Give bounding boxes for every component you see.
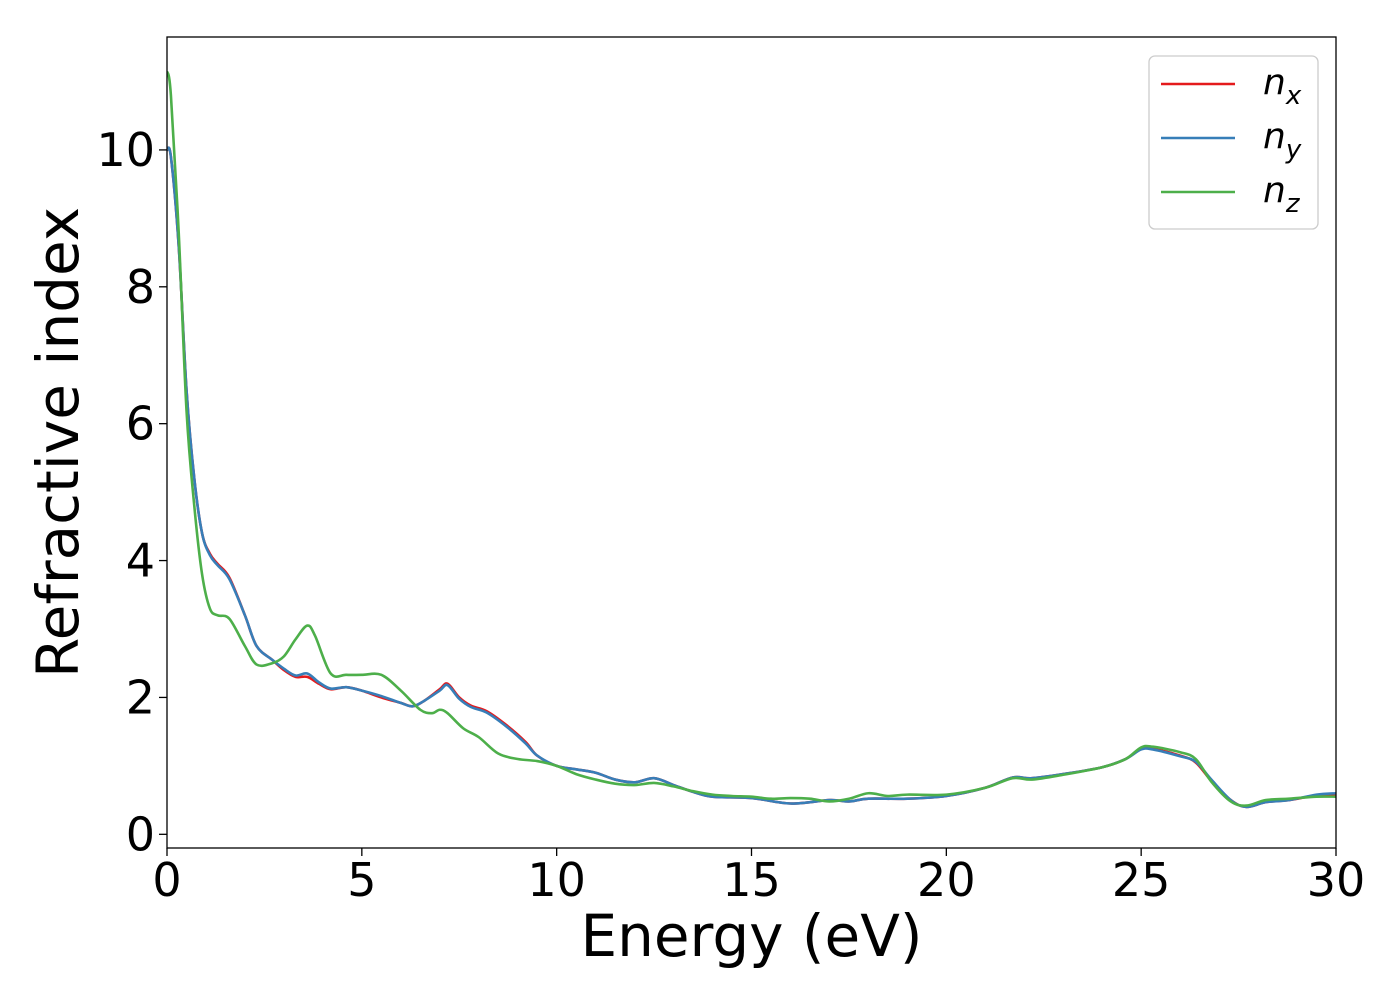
y-axis-label: Refractive index	[24, 207, 92, 678]
legend: nx ny nz	[1148, 55, 1319, 230]
y-tick-label: 0	[126, 807, 155, 861]
legend-label: ny	[1263, 116, 1302, 165]
x-tick-label: 30	[1307, 853, 1366, 907]
x-tick-label: 15	[722, 853, 781, 907]
x-tick-label: 20	[917, 853, 976, 907]
series-line-n-y	[167, 146, 1336, 809]
legend-label: nz	[1263, 170, 1301, 219]
y-tick-label: 4	[126, 534, 155, 588]
series-layer	[167, 70, 1336, 809]
series-line-n-z	[167, 70, 1336, 807]
y-tick-label: 8	[126, 260, 155, 314]
x-tick-label: 5	[347, 853, 376, 907]
series-line-n-x	[167, 146, 1336, 809]
x-tick-label: 10	[527, 853, 586, 907]
y-axis: 0 2 4 6 8 10	[96, 123, 167, 861]
x-axis: 0 5 10 15 20 25 30	[152, 848, 1365, 907]
x-tick-label: 25	[1112, 853, 1171, 907]
legend-box	[1148, 55, 1319, 230]
x-tick-label: 0	[152, 853, 181, 907]
x-axis-label: Energy (eV)	[580, 902, 922, 970]
y-tick-label: 6	[126, 397, 155, 451]
legend-label: nx	[1263, 62, 1302, 111]
y-tick-label: 10	[96, 123, 155, 177]
y-tick-label: 2	[126, 670, 155, 724]
